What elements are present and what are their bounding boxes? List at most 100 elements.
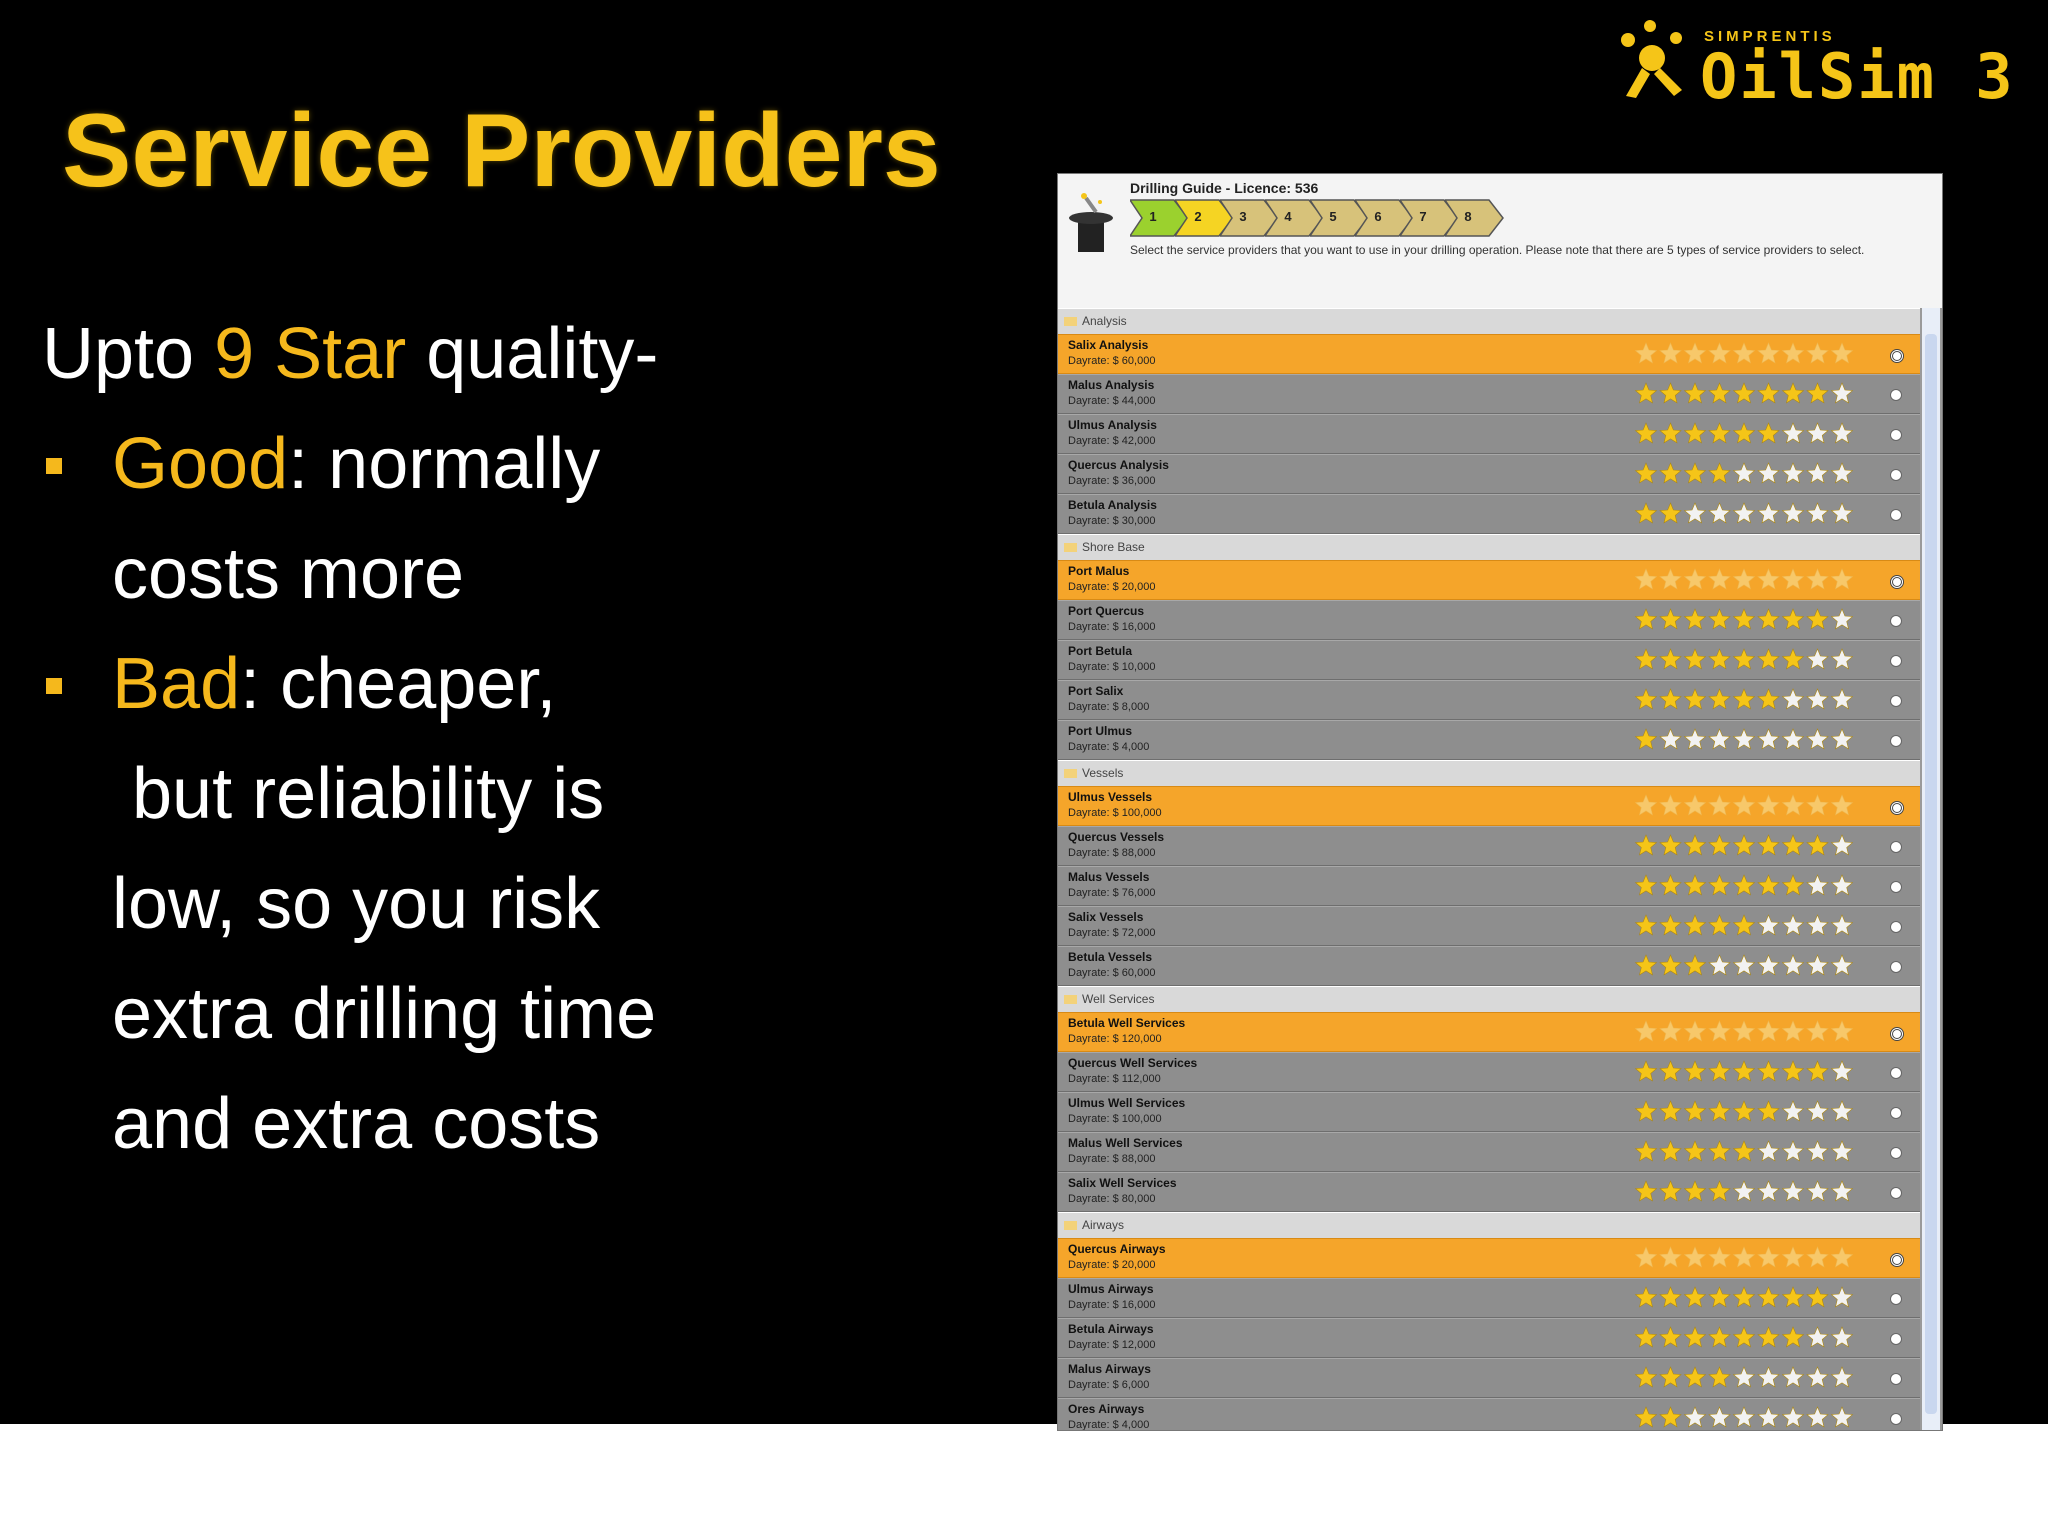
star-filled xyxy=(1708,1020,1731,1042)
provider-row[interactable]: Malus Well Services Dayrate: $ 88,000 xyxy=(1058,1132,1920,1172)
provider-name: Quercus Vessels xyxy=(1068,830,1165,844)
star-empty xyxy=(1830,874,1854,896)
star-empty xyxy=(1781,422,1805,444)
radio-button[interactable] xyxy=(1890,1253,1904,1267)
instruction: Select the service providers that you wa… xyxy=(1130,243,1865,257)
provider-row[interactable]: Port Betula Dayrate: $ 10,000 xyxy=(1058,640,1920,680)
radio-button[interactable] xyxy=(1890,921,1902,933)
provider-row[interactable]: Betula Well Services Dayrate: $ 120,000 xyxy=(1058,1012,1920,1052)
star-filled xyxy=(1659,874,1682,896)
provider-row[interactable]: Ulmus Vessels Dayrate: $ 100,000 xyxy=(1058,786,1920,826)
step[interactable]: 7 xyxy=(1400,198,1459,238)
provider-row[interactable]: Salix Analysis Dayrate: $ 60,000 xyxy=(1058,334,1920,374)
star-filled xyxy=(1659,1100,1682,1122)
radio-button[interactable] xyxy=(1890,881,1902,893)
radio-button[interactable] xyxy=(1890,961,1902,973)
star-filled xyxy=(1634,954,1658,976)
radio-button[interactable] xyxy=(1890,1333,1902,1345)
radio-button[interactable] xyxy=(1890,1067,1902,1079)
star-empty xyxy=(1781,954,1805,976)
star-empty xyxy=(1830,422,1854,444)
star-rating xyxy=(1634,728,1854,750)
chevron xyxy=(1130,199,1189,237)
step[interactable]: 6 xyxy=(1355,198,1414,238)
provider-row[interactable]: Betula Airways Dayrate: $ 12,000 xyxy=(1058,1318,1920,1358)
radio-button[interactable] xyxy=(1890,469,1902,481)
step[interactable]: 8 xyxy=(1445,198,1504,238)
star-filled xyxy=(1757,688,1780,710)
provider-row[interactable]: Malus Vessels Dayrate: $ 76,000 xyxy=(1058,866,1920,906)
provider-row[interactable]: Salix Vessels Dayrate: $ 72,000 xyxy=(1058,906,1920,946)
star-filled xyxy=(1659,502,1682,524)
star-filled xyxy=(1634,1060,1658,1082)
star-filled xyxy=(1708,1286,1731,1308)
provider-row[interactable]: Betula Vessels Dayrate: $ 60,000 xyxy=(1058,946,1920,986)
provider-row[interactable]: Ores Airways Dayrate: $ 4,000 xyxy=(1058,1398,1920,1430)
provider-row[interactable]: Quercus Well Services Dayrate: $ 112,000 xyxy=(1058,1052,1920,1092)
provider-row[interactable]: Port Malus Dayrate: $ 20,000 xyxy=(1058,560,1920,600)
radio-button[interactable] xyxy=(1890,801,1904,815)
provider-row[interactable]: Quercus Airways Dayrate: $ 20,000 xyxy=(1058,1238,1920,1278)
radio-button[interactable] xyxy=(1890,1373,1902,1385)
star-filled xyxy=(1659,462,1682,484)
star-filled xyxy=(1757,422,1780,444)
star-filled xyxy=(1781,382,1805,404)
folder xyxy=(1064,317,1077,326)
step[interactable]: 2 xyxy=(1175,198,1234,238)
radio-button[interactable] xyxy=(1890,1413,1902,1425)
radio-button[interactable] xyxy=(1890,615,1902,627)
highlight: Good xyxy=(112,424,289,504)
radio-button[interactable] xyxy=(1890,1187,1902,1199)
radio-button[interactable] xyxy=(1890,389,1902,401)
star-empty xyxy=(1830,608,1854,630)
scroll-thumb[interactable] xyxy=(1925,334,1937,1414)
radio-button[interactable] xyxy=(1890,1027,1904,1041)
star-filled xyxy=(1683,914,1707,936)
provider-row[interactable]: Betula Analysis Dayrate: $ 30,000 xyxy=(1058,494,1920,534)
radio-button[interactable] xyxy=(1890,1293,1902,1305)
provider-row[interactable]: Port Quercus Dayrate: $ 16,000 xyxy=(1058,600,1920,640)
provider-row[interactable]: Quercus Analysis Dayrate: $ 36,000 xyxy=(1058,454,1920,494)
star-filled xyxy=(1830,1020,1854,1042)
provider-row[interactable]: Ulmus Analysis Dayrate: $ 42,000 xyxy=(1058,414,1920,454)
star-filled xyxy=(1659,1326,1682,1348)
radio-button[interactable] xyxy=(1890,735,1902,747)
provider-row[interactable]: Port Ulmus Dayrate: $ 4,000 xyxy=(1058,720,1920,760)
step[interactable]: 1 xyxy=(1130,198,1189,238)
provider-row[interactable]: Port Salix Dayrate: $ 8,000 xyxy=(1058,680,1920,720)
radio-button[interactable] xyxy=(1890,655,1902,667)
text-line: Good: normally xyxy=(112,428,600,500)
star-empty xyxy=(1806,728,1829,750)
provider-row[interactable]: Malus Analysis Dayrate: $ 44,000 xyxy=(1058,374,1920,414)
radio-button[interactable] xyxy=(1890,429,1902,441)
folder xyxy=(1064,769,1077,778)
step[interactable]: 5 xyxy=(1310,198,1369,238)
radio-button[interactable] xyxy=(1890,841,1902,853)
chevron xyxy=(1175,199,1234,237)
radio-button[interactable] xyxy=(1890,349,1904,363)
provider-name: Ulmus Well Services xyxy=(1068,1096,1186,1110)
provider-row[interactable]: Salix Well Services Dayrate: $ 80,000 xyxy=(1058,1172,1920,1212)
provider-row[interactable]: Ulmus Airways Dayrate: $ 16,000 xyxy=(1058,1278,1920,1318)
star-empty xyxy=(1708,1406,1731,1428)
provider-name: Quercus Analysis xyxy=(1068,458,1169,472)
guide-heading: Drilling Guide - Licence: 536 xyxy=(1130,180,1319,196)
step[interactable]: 3 xyxy=(1220,198,1279,238)
star-filled xyxy=(1781,342,1805,364)
star-empty xyxy=(1757,914,1780,936)
step[interactable]: 4 xyxy=(1265,198,1324,238)
radio-button[interactable] xyxy=(1890,1147,1902,1159)
star-filled xyxy=(1634,648,1658,670)
star-filled xyxy=(1830,794,1854,816)
folder-icon xyxy=(1064,995,1077,1004)
radio-button[interactable] xyxy=(1890,695,1902,707)
provider-row[interactable]: Ulmus Well Services Dayrate: $ 100,000 xyxy=(1058,1092,1920,1132)
radio-button[interactable] xyxy=(1890,1107,1902,1119)
star-empty xyxy=(1732,1406,1756,1428)
radio-button[interactable] xyxy=(1890,509,1902,521)
star-filled xyxy=(1683,1100,1707,1122)
provider-row[interactable]: Malus Airways Dayrate: $ 6,000 xyxy=(1058,1358,1920,1398)
section-name: Well Services xyxy=(1082,992,1155,1006)
radio-button[interactable] xyxy=(1890,575,1904,589)
provider-row[interactable]: Quercus Vessels Dayrate: $ 88,000 xyxy=(1058,826,1920,866)
